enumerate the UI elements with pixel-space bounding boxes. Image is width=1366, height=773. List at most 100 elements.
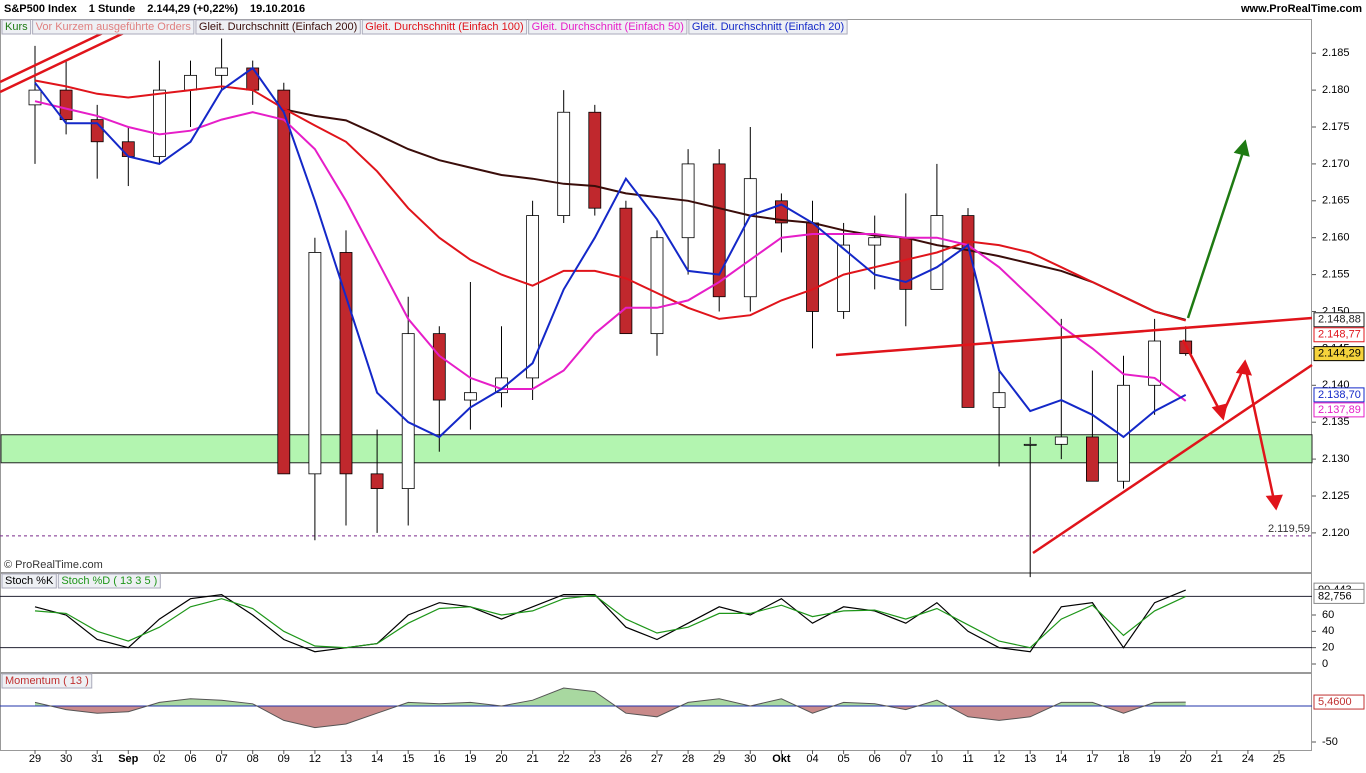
y-tick-label: 40	[1322, 625, 1334, 637]
x-tick-label: 13	[1024, 753, 1036, 765]
price-label-box	[1313, 402, 1365, 418]
x-tick-label: 09	[278, 753, 290, 765]
price-label-box	[1313, 346, 1365, 362]
legend-button	[528, 19, 688, 35]
legend-entry: Kurs	[5, 21, 28, 33]
y-tick-label: 2.180	[1322, 84, 1350, 96]
value-label-box	[1313, 588, 1365, 604]
legend-entry: Gleit. Durchschnitt (Einfach 50)	[532, 21, 684, 33]
series-line	[34, 589, 1186, 653]
arrowhead	[1235, 359, 1253, 376]
arrow	[1181, 339, 1277, 506]
candle-body	[526, 215, 539, 379]
price-label: 2.148,77	[1318, 329, 1361, 341]
support-label: 2.119,59	[1268, 523, 1310, 535]
legend-button	[1, 673, 93, 689]
x-tick-label: 24	[1242, 753, 1254, 765]
candle-body	[308, 252, 322, 475]
x-tick-label: 11	[962, 753, 973, 765]
candle-body	[619, 207, 633, 335]
x-tick-label: 23	[589, 753, 601, 765]
candle-body	[1086, 436, 1099, 482]
candle-body	[837, 244, 850, 312]
series-line	[283, 108, 1186, 321]
y-tick-label: 2.185	[1322, 47, 1350, 59]
x-tick-label: Okt	[772, 753, 791, 765]
price-label-box	[1313, 387, 1365, 403]
candle-body	[588, 111, 602, 209]
trend-line	[835, 316, 1313, 357]
series-line	[34, 100, 1187, 402]
x-tick-label: 12	[309, 753, 321, 765]
value-label: 5,4600	[1318, 696, 1352, 708]
candle-body	[401, 333, 415, 490]
legend-entry: Momentum ( 13 )	[5, 675, 89, 687]
series-line	[34, 66, 1187, 439]
candle-body	[868, 237, 882, 246]
legend-entry: Gleit. Durchschnitt (Einfach 200)	[199, 21, 357, 33]
x-tick-label: 18	[1117, 753, 1129, 765]
price-label: 2.137,89	[1318, 404, 1361, 416]
x-tick-label: 26	[620, 753, 632, 765]
y-tick-label: 2.165	[1322, 195, 1350, 207]
momentum-frame	[0, 673, 1312, 751]
x-tick-label: 06	[184, 753, 196, 765]
candle-body	[806, 222, 819, 312]
legend-entry: Gleit. Durchschnitt (Einfach 20)	[692, 21, 844, 33]
series-line	[34, 687, 1186, 729]
x-tick-label: 22	[558, 753, 570, 765]
value-label: 82,756	[1318, 590, 1352, 602]
x-tick-label: Sep	[118, 753, 138, 765]
y-tick-label: -50	[1322, 736, 1338, 748]
price-label-box	[1313, 312, 1365, 328]
legend-entry: Gleit. Durchschnitt (Einfach 100)	[365, 21, 523, 33]
x-tick-label: 19	[464, 753, 476, 765]
copyright: © ProRealTime.com	[4, 559, 103, 571]
x-tick-label: 29	[713, 753, 725, 765]
x-tick-label: 07	[215, 753, 227, 765]
x-tick-label: 12	[993, 753, 1005, 765]
legend-entry: Stoch %D ( 13 3 5 )	[61, 575, 157, 587]
y-tick-label: 2.125	[1322, 490, 1350, 502]
x-tick-label: 10	[931, 753, 943, 765]
x-tick-label: 08	[247, 753, 259, 765]
legend-entry: Vor Kurzem ausgeführte Orders	[36, 21, 192, 33]
arrow	[1186, 145, 1247, 319]
x-tick-label: 20	[1180, 753, 1192, 765]
candle-body	[743, 178, 757, 298]
x-tick-label: 31	[91, 753, 103, 765]
y-tick-label: 0	[1322, 658, 1328, 670]
candle-body	[370, 473, 384, 490]
candle-body	[1023, 443, 1037, 446]
candle-body	[961, 215, 975, 408]
price-label: 2.148,88	[1318, 314, 1361, 326]
legend-button	[195, 19, 361, 35]
candle-body	[1148, 340, 1161, 386]
candle-body	[59, 89, 73, 121]
y-tick-label: 2.155	[1322, 269, 1350, 281]
candle-body	[463, 392, 477, 401]
y-tick-label: 2.160	[1322, 232, 1350, 244]
candle-body	[184, 74, 197, 91]
y-tick-label: 60	[1322, 609, 1334, 621]
x-tick-label: 14	[1055, 753, 1067, 765]
x-tick-label: 17	[1086, 753, 1098, 765]
site: www.ProRealTime.com	[1240, 3, 1362, 15]
y-tick-label: 2.120	[1322, 527, 1350, 539]
candle-body	[277, 89, 291, 475]
trend-line	[0, 28, 131, 94]
x-tick-label: 05	[837, 753, 849, 765]
value-label-box	[1313, 694, 1365, 710]
candle-body	[712, 163, 726, 298]
price-label-box	[1313, 327, 1365, 343]
x-tick-label: 02	[153, 753, 165, 765]
x-tick-label: 04	[806, 753, 818, 765]
momentum-area-neg	[50, 706, 1145, 728]
y-tick-label: 2.135	[1322, 416, 1350, 428]
x-tick-label: 21	[526, 753, 538, 765]
y-tick-label: 2.170	[1322, 158, 1350, 170]
x-tick-label: 13	[340, 753, 352, 765]
x-tick-label: 19	[1148, 753, 1160, 765]
